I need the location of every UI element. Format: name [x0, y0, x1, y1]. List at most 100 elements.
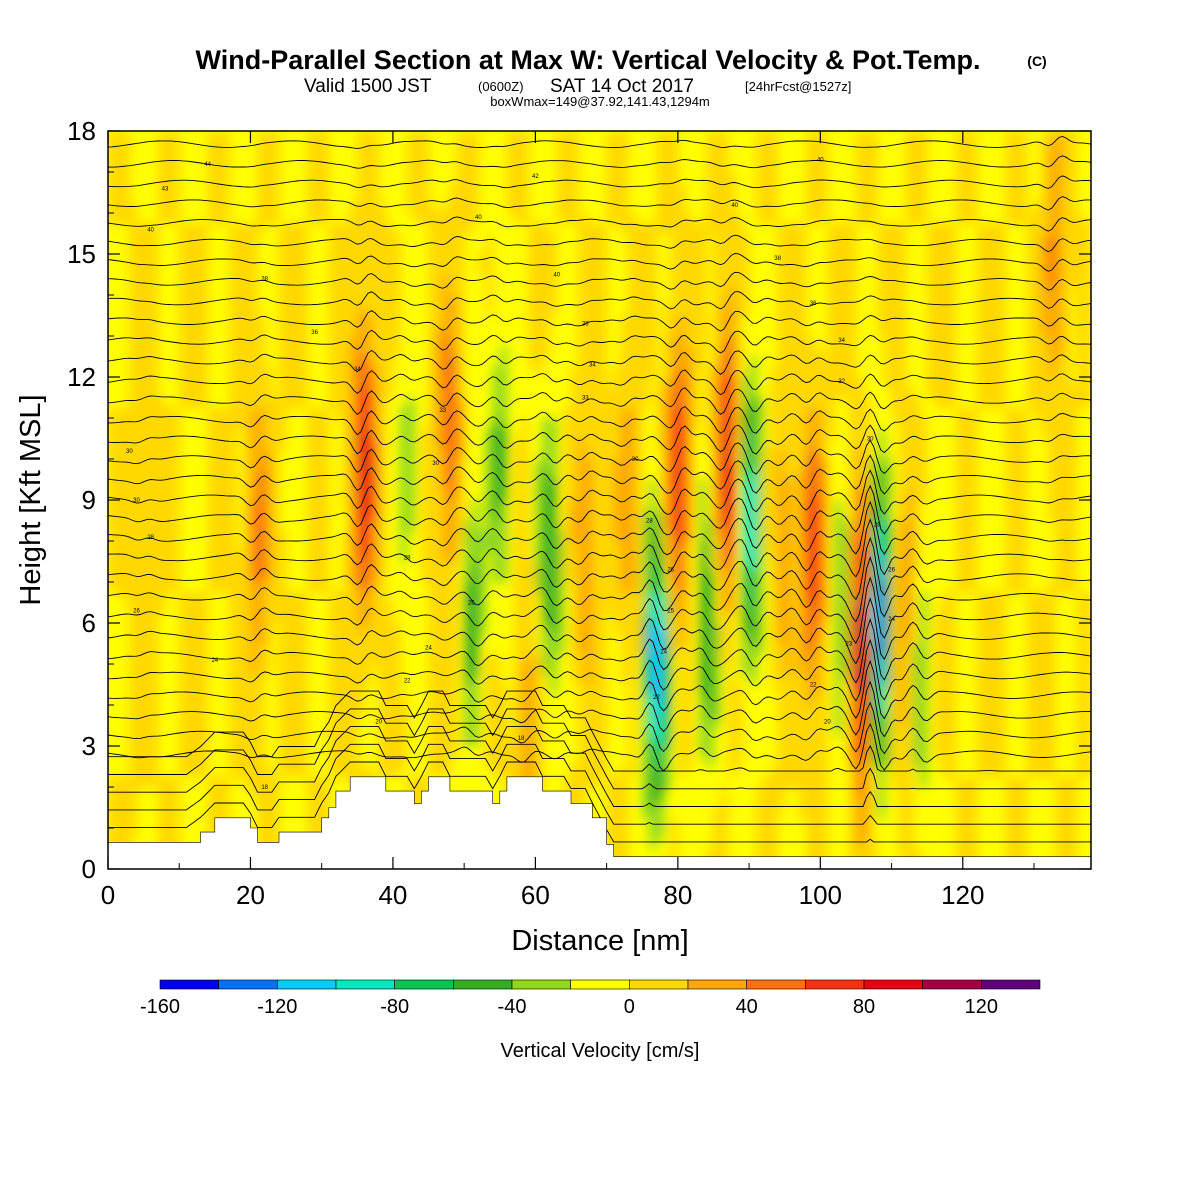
velocity-cell — [535, 674, 544, 686]
velocity-cell — [848, 223, 857, 235]
velocity-cell — [435, 223, 444, 235]
velocity-cell — [777, 295, 786, 306]
velocity-cell — [143, 582, 152, 593]
velocity-cell — [442, 243, 451, 255]
velocity-cell — [677, 356, 686, 368]
velocity-cell — [521, 520, 529, 532]
velocity-cell — [350, 551, 358, 563]
velocity-cell — [535, 233, 544, 245]
velocity-cell — [734, 336, 743, 347]
velocity-cell — [677, 612, 686, 624]
velocity-cell — [200, 643, 209, 655]
velocity-cell — [186, 623, 195, 634]
velocity-cell — [499, 489, 508, 501]
velocity-cell — [642, 387, 650, 399]
velocity-cell — [578, 592, 586, 604]
velocity-cell — [385, 336, 394, 347]
velocity-cell — [385, 254, 394, 265]
velocity-cell — [677, 746, 686, 757]
velocity-cell — [122, 489, 130, 501]
velocity-cell — [556, 151, 565, 163]
velocity-cell — [542, 551, 551, 563]
velocity-cell — [848, 828, 857, 839]
velocity-cell — [670, 469, 679, 481]
velocity-cell — [649, 653, 658, 665]
velocity-cell — [492, 715, 501, 727]
velocity-cell — [763, 479, 772, 491]
velocity-cell — [200, 254, 209, 265]
velocity-cell — [813, 715, 821, 727]
velocity-cell — [471, 602, 479, 614]
velocity-cell — [627, 346, 636, 358]
velocity-cell — [449, 356, 458, 368]
velocity-cell — [813, 694, 821, 706]
velocity-cell — [186, 674, 195, 686]
velocity-cell — [321, 479, 330, 491]
velocity-cell — [350, 366, 358, 378]
velocity-cell — [578, 233, 586, 245]
velocity-cell — [471, 664, 479, 675]
velocity-cell — [841, 561, 850, 573]
velocity-cell — [129, 520, 138, 532]
velocity-cell — [108, 151, 116, 163]
velocity-cell — [706, 213, 715, 224]
velocity-cell — [620, 500, 629, 511]
velocity-cell — [706, 694, 715, 706]
velocity-cell — [300, 366, 309, 378]
velocity-cell — [357, 202, 366, 214]
velocity-cell — [606, 571, 615, 583]
velocity-cell — [613, 418, 622, 429]
velocity-cell — [400, 725, 408, 737]
velocity-cell — [435, 571, 444, 583]
velocity-cell — [371, 530, 380, 542]
velocity-cell — [820, 428, 829, 440]
velocity-cell — [848, 510, 857, 522]
velocity-cell — [599, 233, 608, 245]
velocity-cell — [813, 530, 821, 542]
velocity-cell — [891, 756, 900, 768]
velocity-cell — [307, 182, 316, 194]
velocity-cell — [606, 776, 615, 788]
velocity-cell — [863, 848, 871, 860]
velocity-cell — [435, 284, 444, 296]
velocity-cell — [585, 571, 593, 583]
velocity-cell — [428, 674, 437, 686]
velocity-cell — [150, 223, 159, 235]
velocity-cell — [499, 346, 508, 358]
velocity-cell — [642, 592, 650, 604]
velocity-cell — [157, 797, 166, 809]
velocity-cell — [193, 295, 202, 306]
velocity-cell — [549, 643, 558, 655]
velocity-cell — [207, 448, 216, 460]
velocity-cell — [670, 356, 679, 368]
velocity-cell — [293, 643, 301, 655]
velocity-cell — [877, 530, 886, 542]
velocity-cell — [784, 489, 793, 501]
velocity-cell — [300, 684, 309, 696]
velocity-cell — [428, 582, 437, 593]
velocity-cell — [129, 766, 138, 778]
velocity-cell — [435, 254, 444, 265]
velocity-cell — [143, 623, 152, 634]
velocity-cell — [528, 602, 536, 614]
velocity-cell — [364, 674, 373, 686]
velocity-cell — [506, 182, 515, 194]
velocity-cell — [200, 694, 209, 706]
velocity-cell — [642, 561, 650, 573]
velocity-cell — [492, 664, 501, 675]
velocity-cell — [649, 694, 658, 706]
velocity-cell — [549, 571, 558, 583]
velocity-cell — [549, 612, 558, 624]
velocity-cell — [784, 243, 793, 255]
velocity-cell — [328, 387, 337, 399]
velocity-cell — [250, 551, 259, 563]
velocity-cell — [806, 131, 814, 142]
velocity-cell — [884, 459, 893, 470]
velocity-cell — [599, 664, 608, 675]
velocity-cell — [435, 356, 444, 368]
velocity-cell — [585, 407, 593, 419]
velocity-cell — [521, 530, 529, 542]
velocity-cell — [535, 766, 544, 778]
velocity-cell — [770, 161, 779, 173]
velocity-cell — [307, 571, 316, 583]
